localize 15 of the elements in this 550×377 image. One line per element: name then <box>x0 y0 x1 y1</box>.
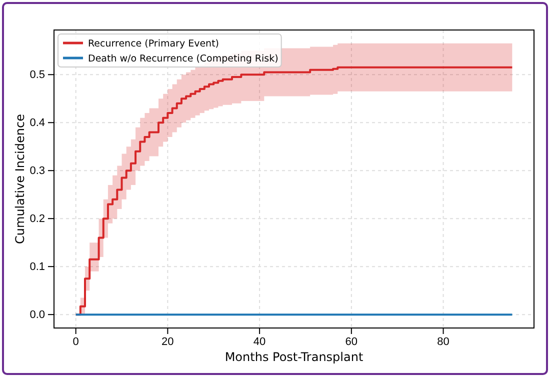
y-tick-label: 0.1 <box>30 261 45 274</box>
x-axis-title: Months Post-Transplant <box>224 350 364 364</box>
y-tick-label: 0.4 <box>30 117 45 130</box>
x-tick-label: 40 <box>253 336 266 348</box>
x-tick-label: 60 <box>345 336 358 348</box>
y-tick-label: 0.3 <box>30 165 45 178</box>
legend-label: Death w/o Recurrence (Competing Risk) <box>88 54 278 64</box>
legend-label: Recurrence (Primary Event) <box>88 38 220 50</box>
x-tick-label: 20 <box>162 336 174 348</box>
y-tick-label: 0.0 <box>30 309 45 322</box>
y-tick-label: 0.5 <box>30 69 45 82</box>
y-axis-title: Cumulative Incidence <box>13 114 27 244</box>
y-tick-label: 0.2 <box>30 213 45 226</box>
x-tick-label: 0 <box>72 336 79 348</box>
x-tick-label: 80 <box>437 336 450 348</box>
